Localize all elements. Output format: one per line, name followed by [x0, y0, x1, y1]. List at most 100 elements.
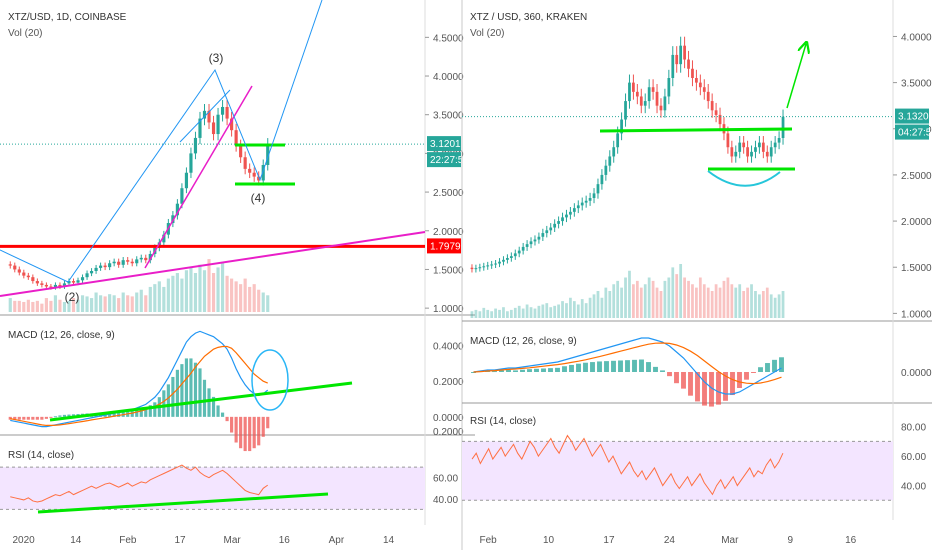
left-price-tick-label: 2.5000 [433, 188, 464, 199]
left-candle-body [85, 273, 89, 278]
left-countdown-badge: 22:27:55 [430, 155, 469, 166]
left-macd-histogram-bar [189, 358, 193, 417]
right-volume-bar [517, 305, 521, 318]
right-candle-body [655, 91, 659, 106]
right-candle-body [572, 208, 576, 212]
right-volume-bar [750, 284, 753, 318]
right-macd-histogram-bar [513, 370, 518, 372]
right-candle-body [635, 91, 639, 97]
left-candle-body [207, 110, 211, 123]
left-volume-bar [175, 273, 179, 312]
right-candle-body [643, 101, 647, 106]
left-macd-label: MACD (12, 26, close, 9) [8, 330, 115, 341]
right-volume-bar [502, 307, 505, 318]
left-candle-body [76, 280, 80, 283]
left-macd-histogram-bar [71, 414, 76, 417]
right-volume-bar [777, 294, 781, 318]
left-candle-body [202, 110, 207, 119]
right-candle-body [474, 268, 478, 270]
right-macd-histogram-bar [723, 372, 728, 401]
left-volume-bar [257, 289, 261, 312]
left-candle-body [230, 118, 234, 131]
right-candle-body [592, 193, 596, 198]
right-rsi-label: RSI (14, close) [470, 416, 536, 427]
left-volume-bar [8, 298, 12, 312]
left-volume-bar [76, 299, 80, 312]
left-candle-body [139, 257, 143, 260]
right-candle-body [604, 165, 608, 175]
right-candle-body [754, 147, 757, 152]
left-volume-bar [239, 284, 243, 312]
right-volume-bar [549, 307, 553, 318]
left-magenta-channel [144, 85, 253, 269]
right-rsi-tick-label: 60.00 [901, 452, 926, 463]
left-volume-bar [171, 275, 175, 312]
right-macd-histogram-bar [590, 362, 595, 372]
right-macd-histogram-bar [702, 372, 707, 406]
left-macd-histogram-bar [44, 416, 48, 419]
right-macd-histogram-bar [737, 372, 742, 388]
right-candle-body [710, 101, 714, 111]
right-candle-body [541, 233, 545, 237]
right-rsi-line [471, 434, 784, 496]
right-volume-bar [698, 277, 702, 318]
left-candle-body [184, 172, 189, 189]
left-candle-body [121, 260, 125, 265]
left-macd-histogram-bar [8, 416, 12, 420]
left-rsi-tick-label: 40.00 [433, 495, 458, 506]
left-candle-body [58, 284, 62, 287]
right-candle-body [529, 241, 533, 245]
left-macd-histogram-bar [112, 412, 116, 417]
right-candle-body [521, 246, 525, 251]
left-candle-body [266, 144, 270, 165]
right-macd-histogram-bar [562, 366, 567, 372]
right-volume-bar [592, 294, 596, 318]
right-green-neckline [599, 127, 793, 133]
left-macd-histogram-bar [175, 369, 179, 417]
right-candle-body [769, 147, 773, 157]
left-rsi-label: RSI (14, close) [8, 450, 74, 461]
right-candle-body [588, 198, 592, 201]
right-macd-histogram-bar [765, 363, 770, 372]
left-candle-body [234, 130, 238, 146]
left-macd-line [10, 330, 269, 428]
left-macd-histogram-bar [49, 416, 53, 418]
left-volume-bar [216, 267, 220, 312]
left-candle-body [257, 176, 261, 181]
left-candle-body [94, 267, 98, 271]
left-macd-histogram-bar [211, 396, 216, 417]
right-candle-body [513, 253, 517, 257]
right-candle-body [738, 142, 742, 152]
left-candle-body [49, 286, 53, 288]
left-macd-histogram-bar [220, 412, 225, 417]
right-volume-bar [722, 280, 726, 318]
right-macd-histogram-bar [772, 359, 777, 372]
right-macd-histogram-bar [604, 361, 609, 372]
left-volume-bar [94, 292, 98, 312]
right-volume-bar [596, 291, 600, 318]
right-volume-bar [714, 284, 718, 318]
right-price-tick-label: 2.5000 [901, 171, 932, 182]
left-candle-body [239, 145, 243, 158]
left-title: XTZ/USD, 1D, COINBASE [8, 12, 127, 23]
left-volume-bar [184, 270, 189, 312]
right-volume-bar [679, 264, 683, 318]
left-rsi-line [10, 464, 269, 503]
left-price-tick-label: 1.5000 [433, 265, 464, 276]
right-candle-body [580, 202, 584, 206]
left-candle-body [261, 165, 265, 181]
right-volume-bar [494, 308, 497, 318]
left-candle-body [144, 257, 148, 261]
right-vol-label: Vol (20) [470, 28, 504, 39]
right-candle-body [525, 244, 529, 247]
left-candle-body [13, 265, 17, 270]
right-title: XTZ / USD, 360, KRAKEN [470, 12, 587, 23]
left-candle-body [117, 261, 121, 265]
right-volume-bar [541, 304, 545, 318]
left-macd-histogram-bar [139, 409, 143, 417]
right-candle-body [671, 54, 675, 78]
left-volume-bar [166, 278, 170, 312]
left-macd-circle [251, 349, 289, 411]
